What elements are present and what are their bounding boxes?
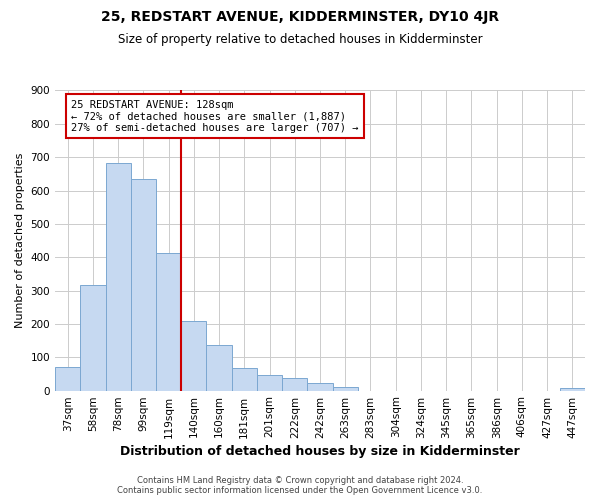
Bar bbox=[131, 179, 156, 390]
Y-axis label: Number of detached properties: Number of detached properties bbox=[15, 153, 25, 328]
Bar bbox=[307, 383, 332, 390]
Bar bbox=[282, 378, 307, 390]
Bar bbox=[232, 368, 257, 390]
Text: Size of property relative to detached houses in Kidderminster: Size of property relative to detached ho… bbox=[118, 32, 482, 46]
Text: 25, REDSTART AVENUE, KIDDERMINSTER, DY10 4JR: 25, REDSTART AVENUE, KIDDERMINSTER, DY10… bbox=[101, 10, 499, 24]
Text: Contains HM Land Registry data © Crown copyright and database right 2024.
Contai: Contains HM Land Registry data © Crown c… bbox=[118, 476, 482, 495]
Bar bbox=[332, 387, 358, 390]
Text: 25 REDSTART AVENUE: 128sqm
← 72% of detached houses are smaller (1,887)
27% of s: 25 REDSTART AVENUE: 128sqm ← 72% of deta… bbox=[71, 100, 358, 132]
Bar bbox=[560, 388, 585, 390]
Bar bbox=[106, 163, 131, 390]
Bar bbox=[206, 344, 232, 391]
Bar bbox=[156, 253, 181, 390]
Bar bbox=[181, 320, 206, 390]
X-axis label: Distribution of detached houses by size in Kidderminster: Distribution of detached houses by size … bbox=[120, 444, 520, 458]
Bar bbox=[257, 374, 282, 390]
Bar bbox=[55, 367, 80, 390]
Bar bbox=[80, 284, 106, 391]
